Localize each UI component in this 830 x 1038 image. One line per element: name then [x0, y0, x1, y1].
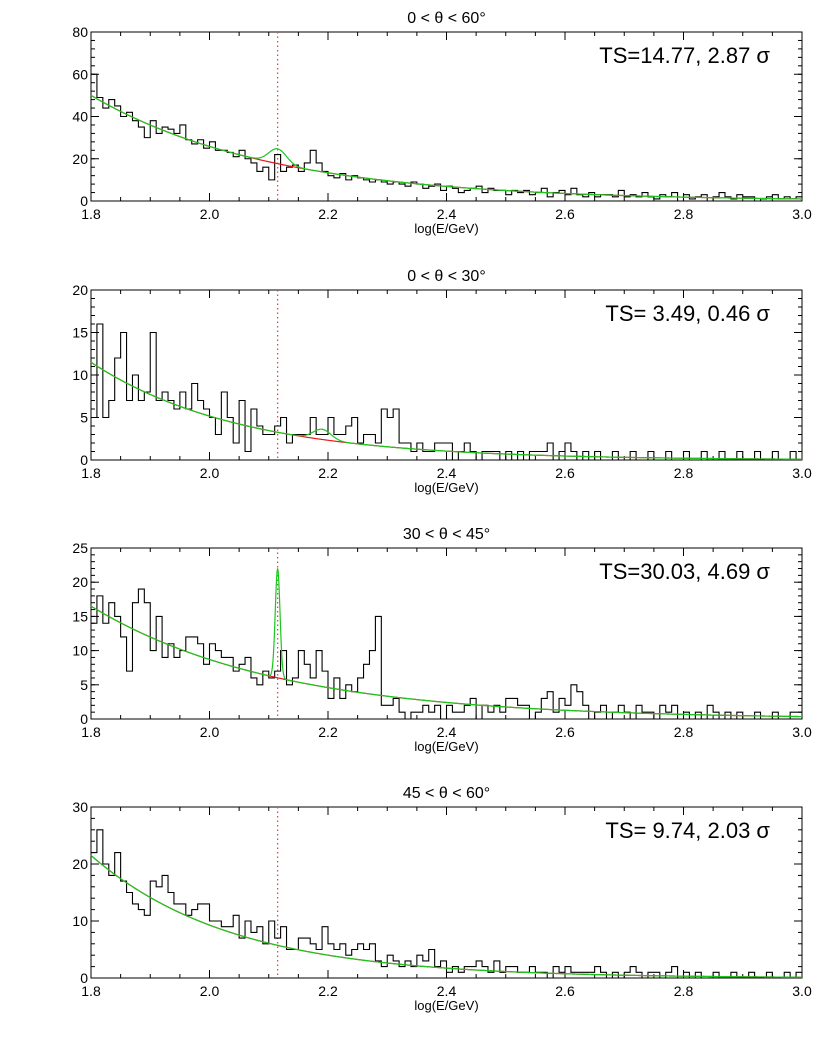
panel-title: 45 < θ < 60°	[403, 785, 490, 802]
ts-annotation: TS= 3.49, 0.46 σ	[605, 301, 770, 326]
x-tick-label: 2.2	[318, 983, 338, 999]
background-fit-curve	[90, 94, 803, 200]
line-fit-curve	[90, 361, 803, 460]
x-tick-label: 1.8	[81, 724, 101, 740]
x-tick-label: 2.4	[437, 983, 457, 999]
y-tick-label: 15	[72, 325, 88, 341]
background-fit-curve	[90, 361, 803, 460]
x-tick-label: 2.2	[318, 206, 338, 222]
y-tick-label: 20	[72, 151, 88, 167]
y-tick-label: 20	[72, 574, 88, 590]
x-tick-label: 2.8	[674, 983, 694, 999]
y-tick-label: 10	[72, 643, 88, 659]
x-tick-label: 1.8	[81, 465, 101, 481]
background-fit-curve	[90, 854, 803, 978]
x-tick-label: 2.4	[437, 206, 457, 222]
histogram	[91, 829, 802, 979]
x-tick-label: 1.8	[81, 206, 101, 222]
y-tick-label: 0	[80, 193, 88, 209]
x-tick-label: 2.6	[555, 983, 575, 999]
x-tick-label: 2.0	[200, 983, 220, 999]
y-tick-label: 15	[72, 608, 88, 624]
ts-annotation: TS= 9.74, 2.03 σ	[605, 818, 770, 843]
x-tick-label: 2.0	[200, 465, 220, 481]
y-tick-label: 80	[72, 24, 88, 40]
y-tick-label: 20	[72, 282, 88, 298]
y-tick-label: 25	[72, 540, 88, 556]
histogram	[91, 588, 802, 720]
x-tick-label: 2.6	[555, 465, 575, 481]
y-tick-label: 0	[80, 452, 88, 468]
panel-title: 0 < θ < 30°	[407, 268, 485, 285]
x-tick-label: 2.8	[674, 206, 694, 222]
y-tick-label: 5	[80, 410, 88, 426]
ts-annotation: TS=30.03, 4.69 σ	[599, 559, 770, 584]
x-tick-label: 3.0	[792, 206, 812, 222]
x-tick-label: 2.6	[555, 206, 575, 222]
line-fit-curve	[90, 568, 802, 718]
x-tick-label: 2.4	[437, 465, 457, 481]
y-tick-label: 20	[72, 856, 88, 872]
x-tick-label: 2.2	[318, 724, 338, 740]
x-tick-label: 2.0	[200, 724, 220, 740]
x-tick-label: 2.4	[437, 724, 457, 740]
x-axis-label: log(E/GeV)	[414, 998, 478, 1013]
x-tick-label: 2.6	[555, 724, 575, 740]
x-tick-label: 2.8	[674, 724, 694, 740]
histogram	[91, 323, 802, 461]
x-tick-label: 2.8	[674, 465, 694, 481]
x-tick-label: 3.0	[792, 465, 812, 481]
y-tick-label: 60	[72, 66, 88, 82]
background-fit-curve	[90, 605, 802, 718]
x-axis-label: log(E/GeV)	[414, 480, 478, 495]
y-tick-label: 0	[80, 711, 88, 727]
panel-title: 30 < θ < 45°	[403, 526, 490, 543]
x-tick-label: 2.0	[200, 206, 220, 222]
x-tick-label: 3.0	[792, 724, 812, 740]
y-tick-label: 40	[72, 109, 88, 125]
histogram	[91, 73, 802, 202]
panel-2: 0 < θ < 30° 1.8 2.0 2.2 2.4 2.6 2.8 3.0 0 5 10 15 20…	[72, 268, 812, 495]
x-tick-label: 2.2	[318, 465, 338, 481]
panel-4: 45 < θ < 60° 1.8 2.0 2.2 2.4 2.6 2.8 3.0 0 10 20 30…	[72, 785, 812, 1013]
x-tick-label: 3.0	[792, 983, 812, 999]
y-tick-label: 0	[80, 970, 88, 986]
x-axis-label: log(E/GeV)	[414, 739, 478, 754]
y-tick-label: 5	[80, 677, 88, 693]
panel-3: 30 < θ < 45° 1.8 2.0 2.2 2.4 2.6 2.8 3.0 0 5 10 15 2…	[72, 526, 812, 754]
panel-1: 0 < θ < 60° 1.8 2.0 2.2 2.4 2.6 2.8 3.0 0 20 40 60 8…	[72, 10, 812, 236]
ts-annotation: TS=14.77, 2.87 σ	[599, 43, 770, 68]
line-fit-curve	[90, 854, 803, 978]
y-tick-label: 30	[72, 799, 88, 815]
y-tick-label: 10	[72, 367, 88, 383]
line-fit-curve	[90, 94, 803, 200]
x-tick-label: 1.8	[81, 983, 101, 999]
x-axis-label: log(E/GeV)	[414, 221, 478, 236]
y-tick-label: 10	[72, 913, 88, 929]
panel-title: 0 < θ < 60°	[407, 10, 485, 27]
